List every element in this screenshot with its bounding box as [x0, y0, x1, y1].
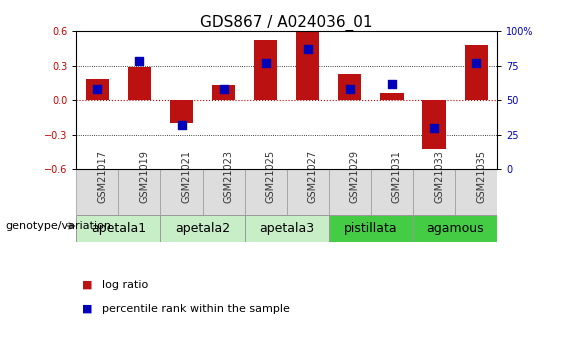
- Bar: [380, 93, 403, 100]
- Text: log ratio: log ratio: [102, 280, 148, 289]
- Point: [93, 86, 102, 92]
- Bar: [287, 169, 329, 215]
- Bar: [338, 74, 362, 100]
- Bar: [128, 67, 151, 100]
- Bar: [160, 215, 245, 242]
- Point: [429, 125, 438, 131]
- Point: [135, 59, 144, 64]
- Text: apetala2: apetala2: [175, 222, 230, 235]
- Point: [345, 86, 354, 92]
- Bar: [170, 100, 193, 123]
- Text: GSM21031: GSM21031: [392, 150, 402, 203]
- Text: GSM21029: GSM21029: [350, 150, 360, 203]
- Text: GSM21035: GSM21035: [476, 150, 486, 203]
- Text: ■: ■: [82, 280, 93, 289]
- Bar: [119, 169, 160, 215]
- Text: GSM21019: GSM21019: [140, 150, 149, 203]
- Bar: [455, 169, 497, 215]
- Text: pistillata: pistillata: [344, 222, 398, 235]
- Text: genotype/variation: genotype/variation: [6, 221, 112, 231]
- Bar: [329, 169, 371, 215]
- Bar: [464, 45, 488, 100]
- Bar: [245, 169, 287, 215]
- Bar: [160, 169, 202, 215]
- Point: [219, 86, 228, 92]
- Text: GSM21033: GSM21033: [434, 150, 444, 203]
- Point: [261, 60, 270, 66]
- Bar: [76, 169, 119, 215]
- Bar: [413, 215, 497, 242]
- Point: [303, 46, 312, 52]
- Bar: [371, 169, 413, 215]
- Text: GSM21025: GSM21025: [266, 150, 276, 203]
- Bar: [423, 100, 446, 149]
- Bar: [202, 169, 245, 215]
- Bar: [296, 31, 319, 100]
- Point: [388, 81, 397, 86]
- Text: percentile rank within the sample: percentile rank within the sample: [102, 304, 290, 314]
- Text: ■: ■: [82, 304, 93, 314]
- Text: GSM21017: GSM21017: [97, 150, 107, 203]
- Point: [177, 122, 186, 128]
- Bar: [76, 215, 160, 242]
- Bar: [212, 85, 235, 100]
- Bar: [245, 215, 329, 242]
- Text: apetala1: apetala1: [91, 222, 146, 235]
- Bar: [413, 169, 455, 215]
- Text: apetala3: apetala3: [259, 222, 314, 235]
- Point: [472, 60, 481, 66]
- Text: agamous: agamous: [427, 222, 484, 235]
- Bar: [329, 215, 413, 242]
- Text: GSM21021: GSM21021: [181, 150, 192, 203]
- Bar: [86, 79, 109, 100]
- Bar: [254, 40, 277, 100]
- Title: GDS867 / A024036_01: GDS867 / A024036_01: [201, 15, 373, 31]
- Text: GSM21027: GSM21027: [308, 150, 318, 203]
- Text: GSM21023: GSM21023: [224, 150, 233, 203]
